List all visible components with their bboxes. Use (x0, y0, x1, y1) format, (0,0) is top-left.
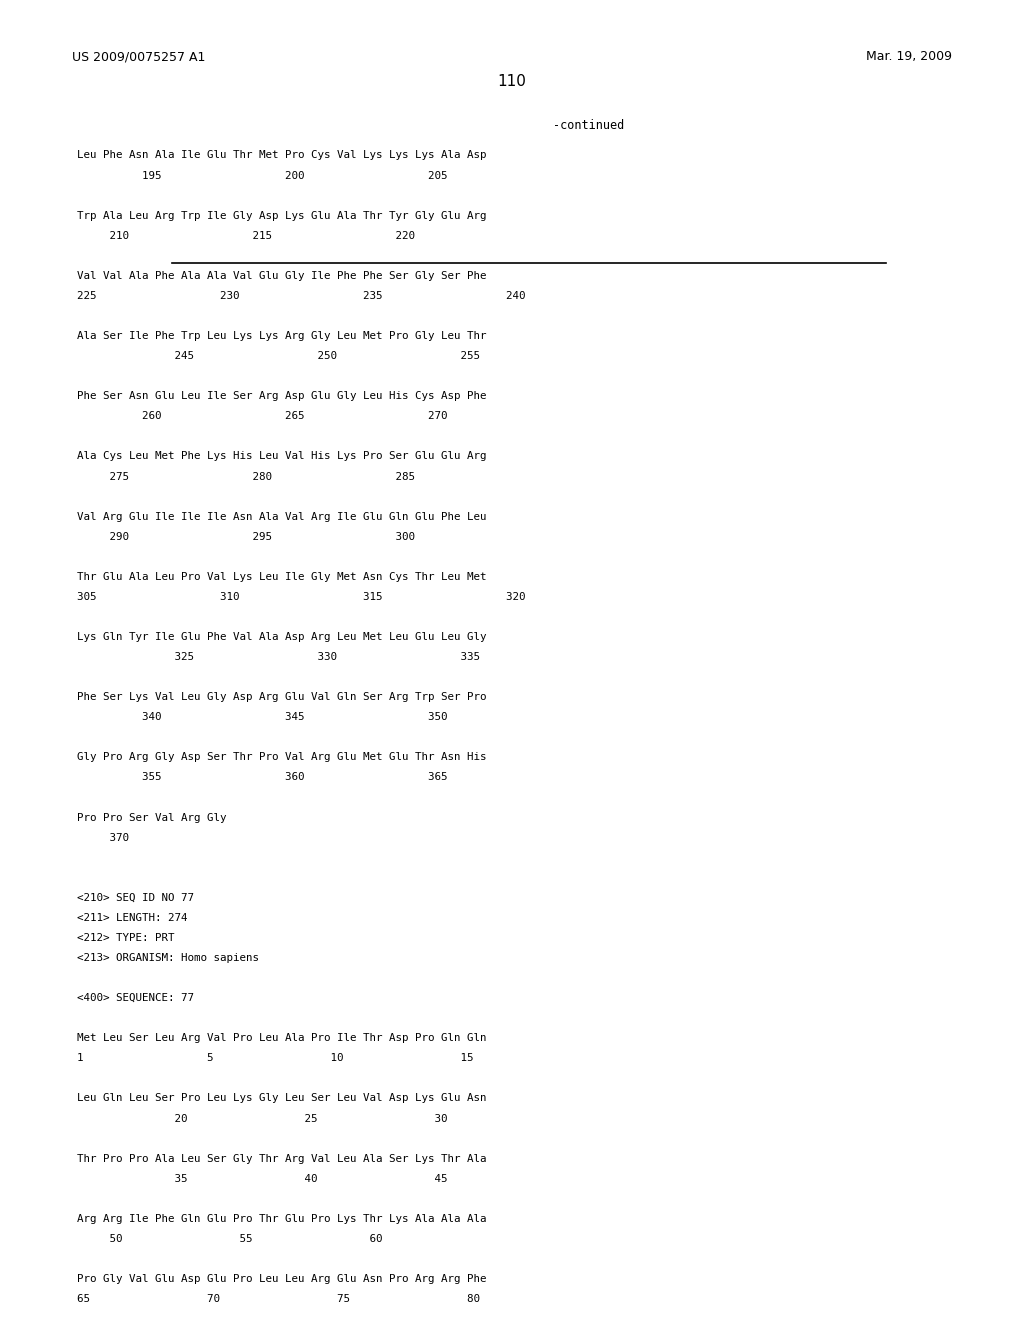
Text: Thr Pro Pro Ala Leu Ser Gly Thr Arg Val Leu Ala Ser Lys Thr Ala: Thr Pro Pro Ala Leu Ser Gly Thr Arg Val … (77, 1154, 486, 1164)
Text: 225                   230                   235                   240: 225 230 235 240 (77, 290, 525, 301)
Text: US 2009/0075257 A1: US 2009/0075257 A1 (72, 50, 205, 63)
Text: 290                   295                   300: 290 295 300 (77, 532, 415, 541)
Text: 1                   5                  10                  15: 1 5 10 15 (77, 1053, 473, 1064)
Text: -continued: -continued (553, 119, 625, 132)
Text: Ala Ser Ile Phe Trp Leu Lys Lys Arg Gly Leu Met Pro Gly Leu Thr: Ala Ser Ile Phe Trp Leu Lys Lys Arg Gly … (77, 331, 486, 341)
Text: 20                  25                  30: 20 25 30 (77, 1114, 447, 1123)
Text: 245                   250                   255: 245 250 255 (77, 351, 480, 362)
Text: Met Leu Ser Leu Arg Val Pro Leu Ala Pro Ile Thr Asp Pro Gln Gln: Met Leu Ser Leu Arg Val Pro Leu Ala Pro … (77, 1034, 486, 1043)
Text: Trp Ala Leu Arg Trp Ile Gly Asp Lys Glu Ala Thr Tyr Gly Glu Arg: Trp Ala Leu Arg Trp Ile Gly Asp Lys Glu … (77, 211, 486, 220)
Text: Phe Ser Lys Val Leu Gly Asp Arg Glu Val Gln Ser Arg Trp Ser Pro: Phe Ser Lys Val Leu Gly Asp Arg Glu Val … (77, 692, 486, 702)
Text: 260                   265                   270: 260 265 270 (77, 412, 447, 421)
Text: <400> SEQUENCE: 77: <400> SEQUENCE: 77 (77, 993, 194, 1003)
Text: Leu Gln Leu Ser Pro Leu Lys Gly Leu Ser Leu Val Asp Lys Glu Asn: Leu Gln Leu Ser Pro Leu Lys Gly Leu Ser … (77, 1093, 486, 1104)
Text: 340                   345                   350: 340 345 350 (77, 713, 447, 722)
Text: 35                  40                  45: 35 40 45 (77, 1173, 447, 1184)
Text: 325                   330                   335: 325 330 335 (77, 652, 480, 663)
Text: 305                   310                   315                   320: 305 310 315 320 (77, 591, 525, 602)
Text: Val Arg Glu Ile Ile Ile Asn Ala Val Arg Ile Glu Gln Glu Phe Leu: Val Arg Glu Ile Ile Ile Asn Ala Val Arg … (77, 512, 486, 521)
Text: Lys Gln Tyr Ile Glu Phe Val Ala Asp Arg Leu Met Leu Glu Leu Gly: Lys Gln Tyr Ile Glu Phe Val Ala Asp Arg … (77, 632, 486, 642)
Text: Gly Pro Arg Gly Asp Ser Thr Pro Val Arg Glu Met Glu Thr Asn His: Gly Pro Arg Gly Asp Ser Thr Pro Val Arg … (77, 752, 486, 763)
Text: <211> LENGTH: 274: <211> LENGTH: 274 (77, 913, 187, 923)
Text: Pro Gly Val Glu Asp Glu Pro Leu Leu Arg Glu Asn Pro Arg Arg Phe: Pro Gly Val Glu Asp Glu Pro Leu Leu Arg … (77, 1274, 486, 1284)
Text: <213> ORGANISM: Homo sapiens: <213> ORGANISM: Homo sapiens (77, 953, 259, 964)
Text: 110: 110 (498, 74, 526, 88)
Text: Ala Cys Leu Met Phe Lys His Leu Val His Lys Pro Ser Glu Glu Arg: Ala Cys Leu Met Phe Lys His Leu Val His … (77, 451, 486, 462)
Text: <212> TYPE: PRT: <212> TYPE: PRT (77, 933, 174, 942)
Text: Arg Arg Ile Phe Gln Glu Pro Thr Glu Pro Lys Thr Lys Ala Ala Ala: Arg Arg Ile Phe Gln Glu Pro Thr Glu Pro … (77, 1214, 486, 1224)
Text: 65                  70                  75                  80: 65 70 75 80 (77, 1294, 480, 1304)
Text: Mar. 19, 2009: Mar. 19, 2009 (866, 50, 952, 63)
Text: Leu Phe Asn Ala Ile Glu Thr Met Pro Cys Val Lys Lys Lys Ala Asp: Leu Phe Asn Ala Ile Glu Thr Met Pro Cys … (77, 150, 486, 161)
Text: 370: 370 (77, 833, 129, 842)
Text: 210                   215                   220: 210 215 220 (77, 231, 415, 240)
Text: Phe Ser Asn Glu Leu Ile Ser Arg Asp Glu Gly Leu His Cys Asp Phe: Phe Ser Asn Glu Leu Ile Ser Arg Asp Glu … (77, 391, 486, 401)
Text: 355                   360                   365: 355 360 365 (77, 772, 447, 783)
Text: 50                  55                  60: 50 55 60 (77, 1234, 382, 1243)
Text: 195                   200                   205: 195 200 205 (77, 170, 447, 181)
Text: Val Val Ala Phe Ala Ala Val Glu Gly Ile Phe Phe Ser Gly Ser Phe: Val Val Ala Phe Ala Ala Val Glu Gly Ile … (77, 271, 486, 281)
Text: 275                   280                   285: 275 280 285 (77, 471, 415, 482)
Text: Thr Glu Ala Leu Pro Val Lys Leu Ile Gly Met Asn Cys Thr Leu Met: Thr Glu Ala Leu Pro Val Lys Leu Ile Gly … (77, 572, 486, 582)
Text: <210> SEQ ID NO 77: <210> SEQ ID NO 77 (77, 892, 194, 903)
Text: Pro Pro Ser Val Arg Gly: Pro Pro Ser Val Arg Gly (77, 813, 226, 822)
